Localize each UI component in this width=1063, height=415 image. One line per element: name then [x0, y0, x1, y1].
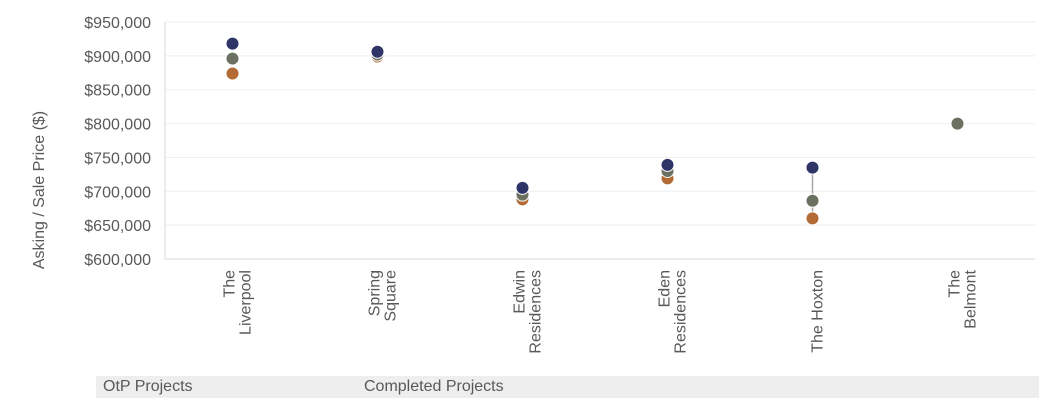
data-point-high	[225, 36, 240, 51]
gridlines	[165, 21, 1035, 226]
data-point-low	[225, 66, 240, 81]
data-points	[225, 36, 965, 226]
y-tick-label: $850,000	[84, 83, 151, 100]
y-tick-label: $700,000	[84, 184, 151, 201]
chart: $600,000 $650,000 $700,000 $750,000 $800,000…	[31, 15, 1035, 354]
category-label-line: Liverpool	[238, 270, 255, 335]
category-label: Edwin Residences	[512, 270, 545, 354]
category-label-line: Residences	[528, 270, 545, 354]
category-labels: The Liverpool Spring Square Edwin Residences E…	[222, 269, 980, 353]
category-label-line: Spring	[367, 270, 384, 316]
category-label-line: Belmont	[963, 269, 980, 328]
y-axis-title: Asking / Sale Price ($)	[31, 111, 48, 269]
category-label-line: Square	[383, 270, 400, 322]
category-label-line: Edwin	[512, 270, 529, 314]
data-point-high	[805, 160, 820, 175]
category-label: The Belmont	[947, 269, 980, 328]
y-tick-labels: $600,000 $650,000 $700,000 $750,000 $800,000…	[84, 15, 151, 269]
data-point-high	[370, 44, 385, 59]
data-point-high	[660, 157, 675, 172]
category-label-line: The	[947, 270, 964, 298]
category-label: The Liverpool	[222, 270, 255, 335]
category-label: Spring Square	[367, 270, 400, 322]
y-tick-label: $950,000	[84, 15, 151, 32]
category-label-line: The Hoxton	[810, 270, 827, 353]
data-point-low	[805, 211, 820, 226]
y-tick-label: $800,000	[84, 117, 151, 134]
category-label: Eden Residences	[657, 270, 690, 354]
project-group-band	[96, 376, 1039, 398]
data-point-mid	[225, 51, 240, 66]
y-tick-label: $650,000	[84, 218, 151, 235]
y-tick-label: $750,000	[84, 150, 151, 167]
category-label-line: Residences	[673, 270, 690, 354]
y-tick-label: $600,000	[84, 252, 151, 269]
y-tick-label: $900,000	[84, 49, 151, 66]
data-point-mid	[950, 116, 965, 131]
category-label-line: Eden	[657, 270, 674, 307]
data-point-high	[515, 180, 530, 195]
group-label-otp: OtP Projects	[103, 378, 193, 395]
group-label-completed: Completed Projects	[364, 378, 504, 395]
data-point-mid	[805, 193, 820, 208]
category-label: The Hoxton	[810, 270, 827, 353]
category-label-line: The	[222, 270, 239, 298]
